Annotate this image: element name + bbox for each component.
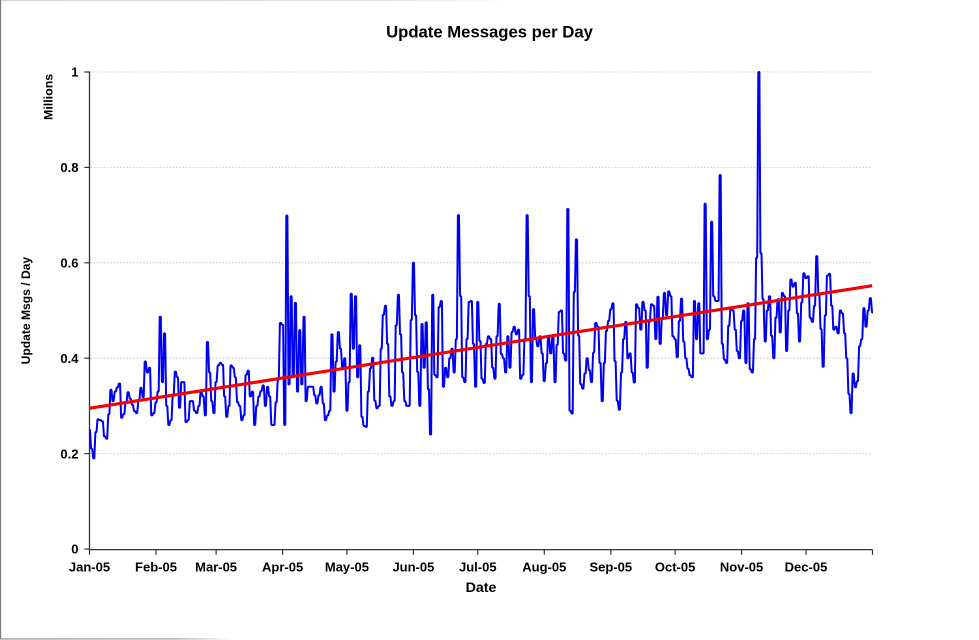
svg-text:Jul-05: Jul-05 — [459, 560, 497, 575]
svg-text:Jan-05: Jan-05 — [69, 560, 110, 575]
svg-text:0: 0 — [71, 542, 78, 557]
svg-text:Apr-05: Apr-05 — [262, 560, 303, 575]
svg-text:Feb-05: Feb-05 — [135, 560, 177, 575]
svg-text:Mar-05: Mar-05 — [195, 560, 237, 575]
svg-text:Dec-05: Dec-05 — [785, 560, 828, 575]
svg-text:Aug-05: Aug-05 — [522, 560, 566, 575]
svg-text:Nov-05: Nov-05 — [720, 560, 763, 575]
svg-text:Jun-05: Jun-05 — [392, 560, 434, 575]
svg-text:Update Msgs / Day: Update Msgs / Day — [19, 257, 33, 365]
svg-text:Millions: Millions — [42, 74, 56, 120]
svg-text:Oct-05: Oct-05 — [655, 560, 695, 575]
svg-text:0.4: 0.4 — [60, 351, 79, 366]
svg-text:0.6: 0.6 — [60, 256, 78, 271]
svg-text:1: 1 — [71, 65, 78, 80]
svg-text:0.8: 0.8 — [60, 160, 78, 175]
svg-text:0.2: 0.2 — [60, 446, 78, 461]
svg-text:Update Messages per Day: Update Messages per Day — [386, 22, 594, 41]
svg-text:Sep-05: Sep-05 — [589, 560, 632, 575]
svg-text:Date: Date — [466, 580, 497, 596]
svg-text:May-05: May-05 — [325, 560, 369, 575]
